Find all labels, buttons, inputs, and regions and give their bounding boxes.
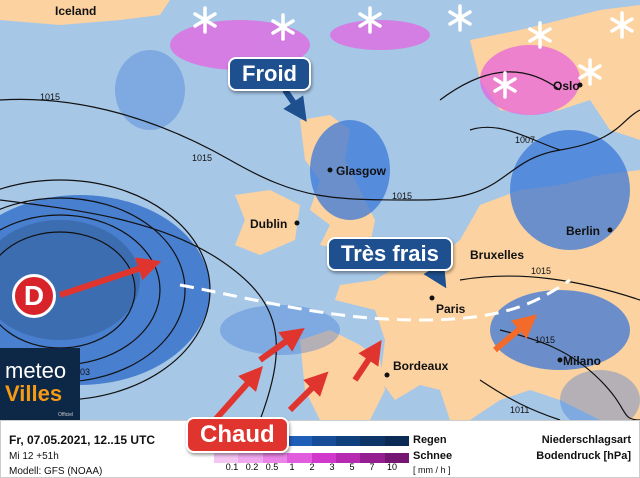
rain-label: Regen xyxy=(413,434,447,446)
isobar-label: 1015 xyxy=(535,335,555,345)
cool-callout: Très frais xyxy=(327,237,453,271)
legend-footer: Fr, 07.05.2021, 12..15 UTC Mi 12 +51h Mo… xyxy=(0,420,640,478)
city-label-bordeaux: Bordeaux xyxy=(393,359,449,373)
legend-subtitle: Bodendruck [hPa] xyxy=(536,450,631,462)
meteovilles-logo: meteo Villes Officiel xyxy=(0,348,80,420)
scale-swatch xyxy=(287,453,312,463)
scale-tick: 0.5 xyxy=(265,462,279,472)
scale-swatch xyxy=(384,453,409,463)
weather-map: 1015 1015 1015 1007 1015 1015 1011 03 Ic… xyxy=(0,0,640,420)
scale-swatch xyxy=(384,436,409,446)
city-label-oslo: Oslo xyxy=(553,79,580,93)
scale-swatch xyxy=(335,453,361,463)
scale-tick: 0.1 xyxy=(225,462,239,472)
logo-text: Officiel xyxy=(58,412,74,418)
orange-arrow xyxy=(493,314,538,353)
isobar-label: 1015 xyxy=(392,191,412,201)
isobar-label: 1011 xyxy=(510,405,529,415)
city-labels: Iceland Oslo Glasgow Dublin Berlin Bruxe… xyxy=(55,4,613,378)
rain-areas xyxy=(0,50,640,420)
isobar-label: 1015 xyxy=(192,153,212,163)
scale-tick: 7 xyxy=(369,462,375,472)
city-label-milano: Milano xyxy=(563,354,601,368)
scale-swatch xyxy=(287,436,312,446)
scale-swatch xyxy=(360,436,385,446)
unit-label: [ mm / h ] xyxy=(413,465,451,475)
legend-title: Niederschlagsart xyxy=(541,434,631,446)
isobar-labels: 1015 1015 1015 1007 1015 1015 1011 03 xyxy=(40,92,555,415)
snow-label: Schnee xyxy=(413,450,453,462)
cold-callout: Froid xyxy=(228,57,311,91)
scale-tick: 0.2 xyxy=(245,462,259,472)
warm-arrows xyxy=(59,257,382,420)
snowflake-icons xyxy=(193,4,634,99)
logo-text: meteo xyxy=(5,358,67,383)
city-label-paris: Paris xyxy=(436,302,466,316)
city-label-berlin: Berlin xyxy=(566,224,600,238)
isobar-label: 03 xyxy=(80,367,90,377)
isobar-label: 1007 xyxy=(515,135,535,145)
scale-swatch xyxy=(262,453,288,463)
model-name: Modell: GFS (NOAA) xyxy=(9,466,103,477)
scale-tick: 5 xyxy=(349,462,355,472)
scale-swatch xyxy=(335,436,361,446)
scale-swatch xyxy=(311,436,336,446)
scale-swatch xyxy=(360,453,385,463)
snow-color-scale xyxy=(214,453,409,463)
scale-tick: 1 xyxy=(289,462,295,472)
city-label-glasgow: Glasgow xyxy=(336,164,387,178)
city-label-dublin: Dublin xyxy=(250,217,287,231)
city-label-iceland: Iceland xyxy=(55,4,96,18)
scale-tick: 3 xyxy=(329,462,335,472)
low-pressure-badge: D xyxy=(12,274,56,318)
scale-swatch xyxy=(238,453,263,463)
scale-tick: 10 xyxy=(386,462,397,472)
scale-tick: 2 xyxy=(309,462,315,472)
model-run: Mi 12 +51h xyxy=(9,451,59,462)
forecast-date: Fr, 07.05.2021, 12..15 UTC xyxy=(9,433,156,447)
scale-swatch xyxy=(214,453,239,463)
isobar-label: 1015 xyxy=(531,266,551,276)
scale-ticks: 0.1 0.2 0.5 1 2 3 5 7 10 xyxy=(222,462,402,472)
city-label-bruxelles: Bruxelles xyxy=(470,248,524,262)
logo-text: Villes xyxy=(5,381,63,406)
isobar-label: 1015 xyxy=(40,92,60,102)
front-line xyxy=(179,278,571,322)
map-canvas: 1015 1015 1015 1007 1015 1015 1011 03 Ic… xyxy=(0,0,640,420)
warm-callout: Chaud xyxy=(186,417,289,453)
scale-swatch xyxy=(311,453,336,463)
